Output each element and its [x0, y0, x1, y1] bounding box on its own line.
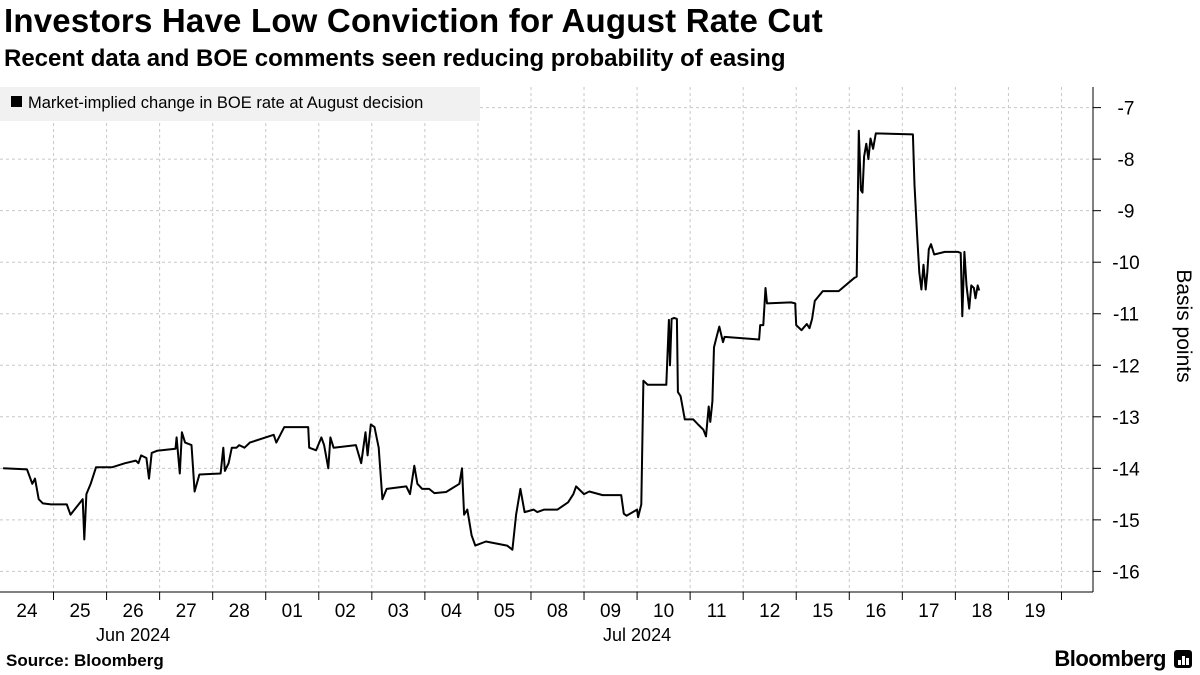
x-tick-label: 04: [441, 601, 463, 622]
x-tick-label: 24: [16, 601, 38, 622]
y-tick-label: -12: [1112, 356, 1139, 377]
x-tick-label: 10: [653, 601, 674, 622]
x-tick-label: 25: [69, 601, 90, 622]
x-tick-label: 27: [176, 601, 197, 622]
y-tick-label: -14: [1112, 459, 1140, 480]
x-tick-label: 09: [600, 601, 621, 622]
legend-swatch: [11, 96, 22, 107]
y-tick-label: -9: [1118, 202, 1135, 223]
gridlines: [0, 87, 1093, 592]
x-tick-label: 28: [229, 601, 250, 622]
bloomberg-terminal-icon: [1174, 650, 1192, 668]
chart-subtitle: Recent data and BOE comments seen reduci…: [4, 45, 786, 72]
x-tick-label: 01: [282, 601, 303, 622]
legend-box: [0, 87, 480, 121]
chart-title: Investors Have Low Conviction for August…: [4, 2, 823, 39]
brand-logo: Bloomberg: [1054, 646, 1166, 671]
x-tick-label: 02: [335, 601, 356, 622]
y-tick-label: -8: [1118, 150, 1135, 171]
y-axis-label: Basis points: [1172, 269, 1195, 382]
y-tick-label: -16: [1112, 562, 1139, 583]
y-tick-label: -13: [1112, 408, 1139, 429]
axes: [0, 87, 1101, 600]
x-tick-label: 18: [971, 601, 992, 622]
x-tick-label: 17: [918, 601, 939, 622]
month-label: Jul 2024: [603, 625, 671, 645]
x-tick-label: 03: [388, 601, 409, 622]
y-tick-label: -7: [1118, 99, 1135, 120]
source-note: Source: Bloomberg: [6, 651, 164, 670]
x-tick-label: 19: [1024, 601, 1045, 622]
x-tick-label: 12: [759, 601, 780, 622]
x-tick-label: 16: [865, 601, 886, 622]
axis-labels: -7 -8 -9 -10 -11 -12 -13 -14 -15 -16 24 25 26 27 28 01 0…: [16, 99, 1140, 645]
series-line: [3, 129, 981, 551]
x-tick-label: 15: [812, 601, 833, 622]
month-label: Jun 2024: [96, 625, 170, 645]
legend-label: Market-implied change in BOE rate at Aug…: [28, 94, 423, 112]
x-tick-label: 08: [547, 601, 568, 622]
y-tick-label: -15: [1112, 511, 1139, 532]
x-tick-label: 05: [494, 601, 515, 622]
y-tick-label: -10: [1112, 253, 1139, 274]
x-tick-label: 26: [123, 601, 144, 622]
y-tick-label: -11: [1113, 305, 1139, 326]
x-tick-label: 11: [707, 601, 727, 622]
